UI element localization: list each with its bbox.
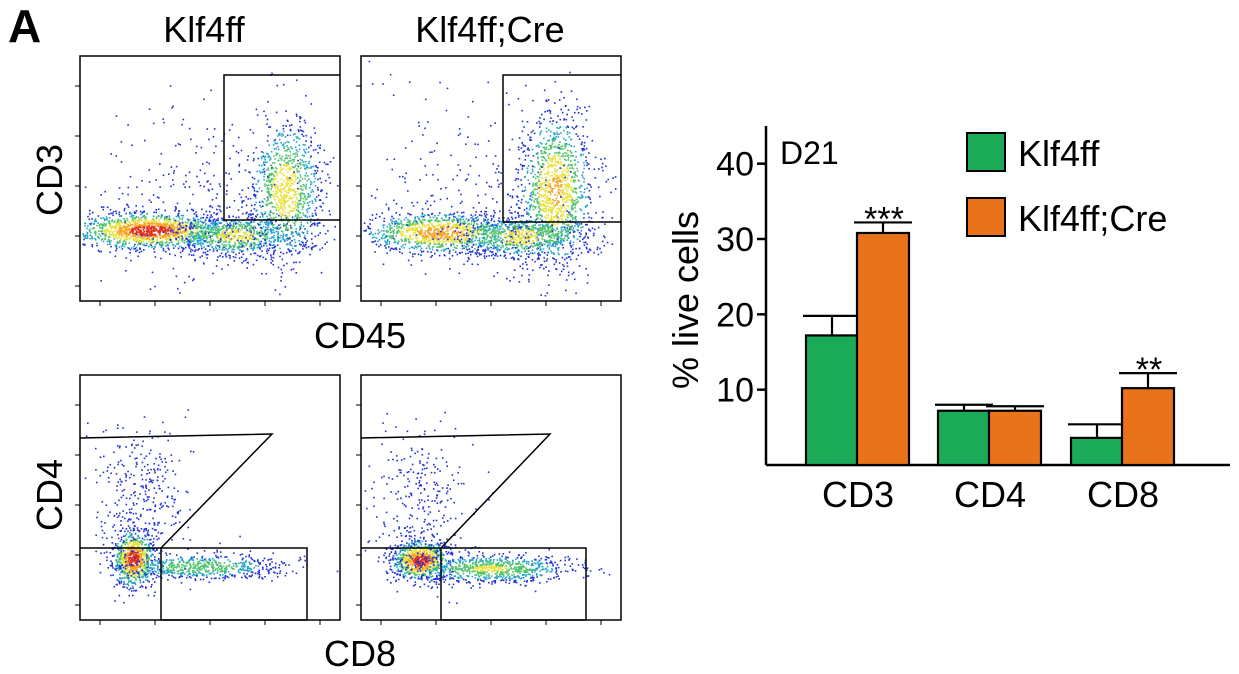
bar-cd8-1	[1120, 387, 1176, 467]
x-tick-label: CD4	[954, 474, 1026, 515]
bar-cd4-1	[987, 409, 1043, 467]
bar-cd8-0	[1069, 436, 1125, 467]
y-tick-label: 20	[716, 296, 754, 334]
y-tick-label: 10	[716, 372, 754, 410]
flow-top-xlabel: CD45	[314, 315, 406, 356]
flow-plot-cd3-cd45-klf4ffcre	[356, 55, 622, 306]
panel-label: A	[8, 0, 41, 52]
bar-cd3-1	[855, 231, 911, 467]
x-tick-label: CD3	[822, 474, 894, 515]
legend-swatch	[966, 197, 1006, 237]
y-tick-label: 40	[716, 146, 754, 184]
flow-plot-cd4-cd8-klf4ffcre	[356, 374, 622, 625]
gate-cd4-positive	[79, 433, 274, 549]
significance-label: ***	[864, 200, 904, 238]
flow-plot-cd3-cd45-klf4ff	[75, 55, 341, 306]
bar-cd4-0	[936, 409, 992, 467]
significance-label: **	[1136, 351, 1162, 389]
flow-bottom-ylabel: CD4	[29, 459, 70, 531]
legend-swatch	[966, 132, 1006, 172]
flow-bottom-xlabel: CD8	[324, 633, 396, 674]
gate-cd8-positive	[440, 547, 587, 621]
flow-col-title-2: Klf4ff;Cre	[415, 9, 564, 50]
gate-cd8-positive	[160, 547, 308, 621]
legend-label: Klf4ff	[1018, 133, 1100, 174]
flow-plot-cd4-cd8-klf4ff	[75, 374, 341, 625]
gate-cd3-positive	[502, 74, 621, 223]
x-tick-label: CD8	[1087, 474, 1159, 515]
bar-chart: % live cells D21 10 20 30 40 CD3 *** CD4 CD8 ** K…	[665, 126, 1230, 515]
legend-label: Klf4ff;Cre	[1018, 198, 1167, 239]
gate-cd4-positive	[360, 433, 552, 549]
chart-ylabel: % live cells	[665, 211, 706, 389]
flow-col-title-1: Klf4ff	[163, 9, 245, 50]
flow-top-ylabel: CD3	[29, 144, 70, 216]
bar-cd3-0	[804, 334, 860, 467]
gate-cd3-positive	[223, 74, 340, 221]
chart-annotation: D21	[780, 135, 839, 171]
y-tick-label: 30	[716, 221, 754, 259]
